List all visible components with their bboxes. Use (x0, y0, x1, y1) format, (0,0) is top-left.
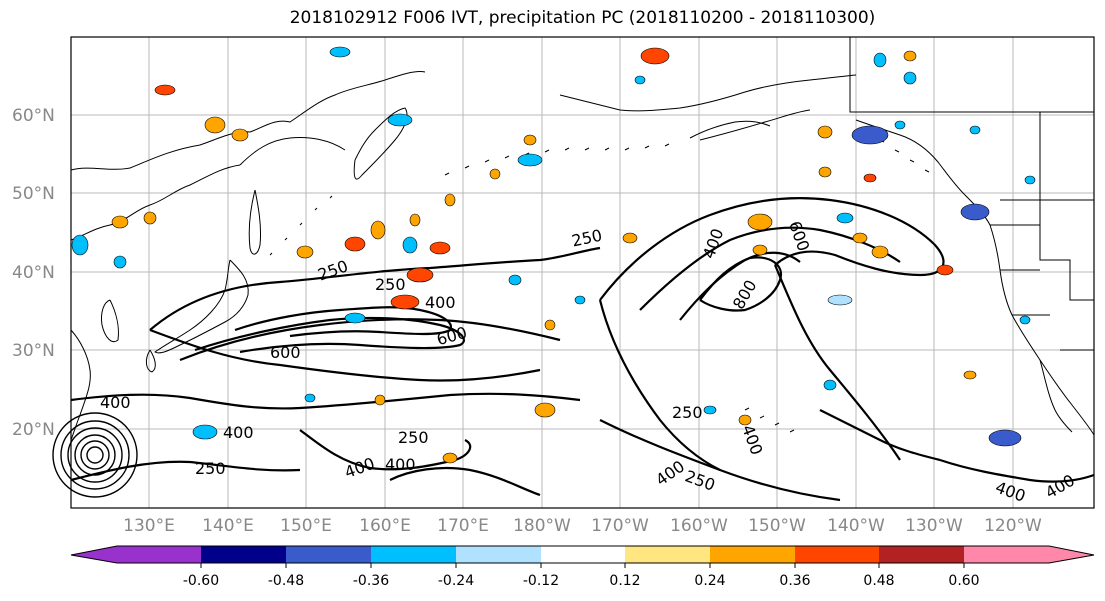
contour-labels: 250 250 400 600 600 250 400 600 800 250 … (100, 218, 1078, 505)
tropical-cyclone-contours (52, 412, 138, 498)
ivt-contours (70, 197, 1095, 502)
lon-label: 140°W (827, 516, 885, 536)
lon-label: 150°W (748, 516, 806, 536)
colorbar-segment (286, 546, 371, 563)
lon-label: 170°W (591, 516, 649, 536)
lon-label: 130°E (123, 516, 175, 536)
colorbar-segment (71, 546, 201, 563)
colorbar-segment (879, 546, 964, 563)
colorbar-tick-label: -0.24 (438, 573, 474, 589)
lat-label: 30°N (12, 341, 55, 361)
colorbar-segment (456, 546, 541, 563)
colorbar-tick-label: 0.60 (948, 573, 979, 589)
contour-label: 400 (100, 393, 131, 412)
lon-label: 120°W (984, 516, 1042, 536)
colorbar-segment (201, 546, 286, 563)
coastlines (70, 71, 1095, 441)
map-frame (70, 36, 1095, 509)
colorbar-tick-label: 0.36 (779, 573, 810, 589)
colorbar-tick-label: 0.24 (694, 573, 725, 589)
colorbar-segment (625, 546, 710, 563)
colorbar: -0.60 -0.48 -0.36 -0.24 -0.12 0.12 0.24 … (70, 545, 1095, 589)
colorbar-tick-label: -0.36 (353, 573, 389, 589)
colorbar-tick-label: 0.48 (863, 573, 894, 589)
colorbar-segment (541, 546, 625, 563)
lon-label: 170°E (437, 516, 489, 536)
longitude-labels: 130°E 140°E 150°E 160°E 170°E 180°W 170°… (123, 516, 1042, 536)
borders (849, 37, 1094, 351)
colorbar-tick-label: -0.60 (183, 573, 219, 589)
precipitation-anomalies (71, 46, 1036, 464)
latitude-labels: 60°N 50°N 40°N 30°N 20°N (12, 106, 55, 440)
contour-label: 400 (425, 293, 456, 312)
colorbar-segment (964, 546, 1094, 563)
contour-label: 250 (375, 275, 406, 294)
lon-label: 130°W (905, 516, 963, 536)
contour-label: 600 (270, 343, 301, 362)
lon-label: 150°E (280, 516, 332, 536)
colorbar-segment (795, 546, 879, 563)
lon-label: 160°E (359, 516, 411, 536)
lat-label: 50°N (12, 184, 55, 204)
contour-label: 250 (195, 459, 226, 478)
colorbar-tick-label: 0.12 (609, 573, 640, 589)
colorbar-ticks (200, 563, 965, 568)
lat-label: 60°N (12, 106, 55, 126)
contour-label: 250 (672, 403, 703, 422)
colorbar-tick-label: -0.12 (523, 573, 559, 589)
colorbar-tick-label: -0.48 (268, 573, 304, 589)
lon-label: 160°W (670, 516, 728, 536)
lat-label: 40°N (12, 263, 55, 283)
contour-label: 250 (398, 428, 429, 447)
map-title: 2018102912 F006 IVT, precipitation PC (2… (289, 8, 876, 28)
contour-label: 400 (385, 455, 416, 474)
lon-label: 140°E (202, 516, 254, 536)
lon-label: 180°W (513, 516, 571, 536)
lat-label: 20°N (12, 420, 55, 440)
contour-label: 400 (223, 423, 254, 442)
colorbar-segment (371, 546, 456, 563)
colorbar-segment (710, 546, 795, 563)
colorbar-outline (70, 545, 1095, 564)
